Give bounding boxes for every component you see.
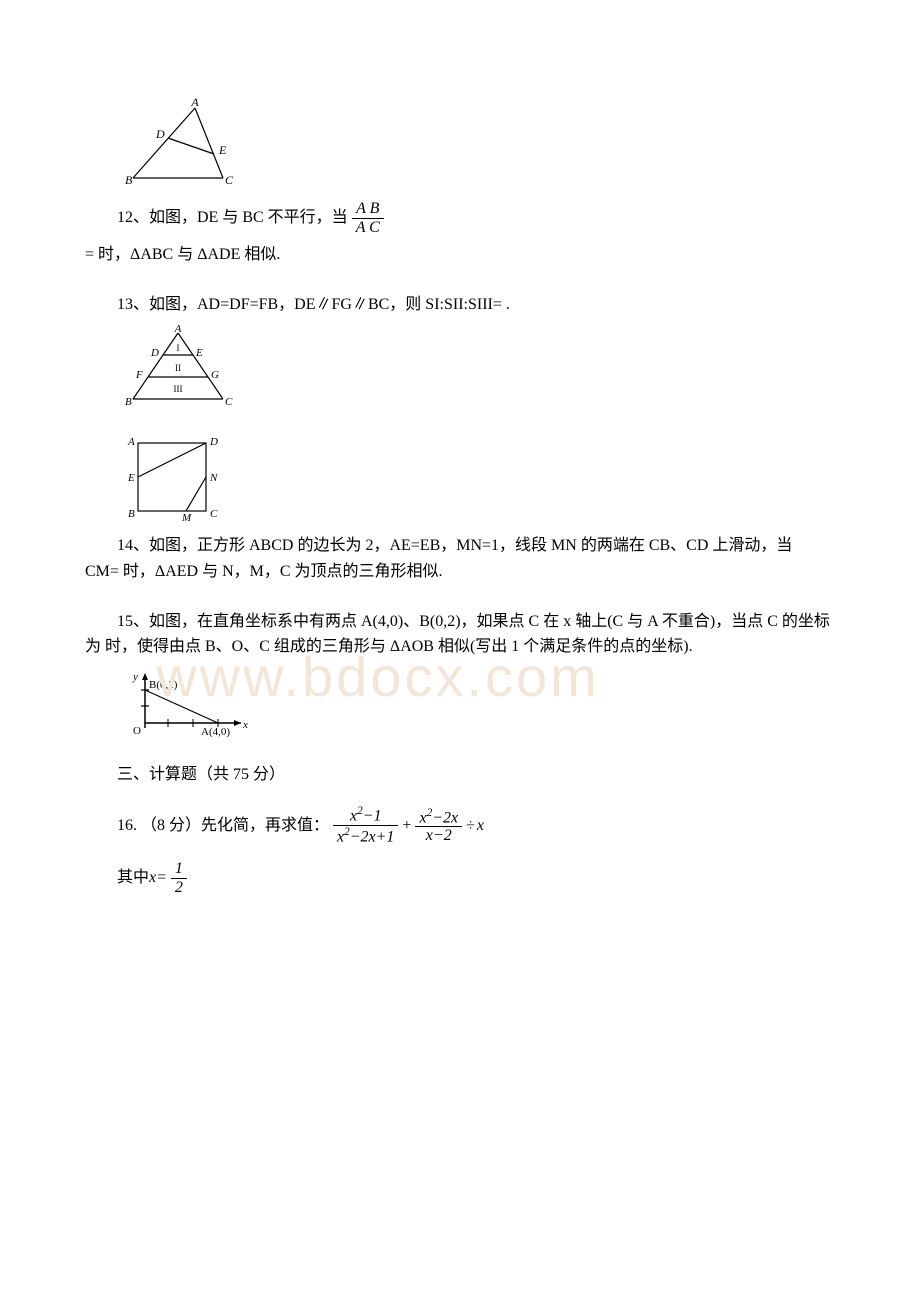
svg-text:D: D: [150, 347, 159, 359]
figure-q13: A B C D E F G I II III: [123, 325, 830, 407]
problem-16: 16. （8 分）先化简，再求值： x2−1 x2−2x+1 + x2−2x x…: [85, 805, 830, 896]
svg-text:N: N: [209, 472, 218, 484]
problem-13: 13、如图，AD=DF=FB，DE∥FG∥BC，则 SI:SII:SIII= .…: [85, 292, 830, 408]
q16-frac2-num: x2−2x: [415, 807, 462, 828]
svg-text:E: E: [127, 472, 135, 484]
q16-x: x: [477, 813, 484, 839]
q15-text: 15、如图，在直角坐标系中有两点 A(4,0)、B(0,2)，如果点 C 在 x…: [85, 609, 830, 660]
svg-text:III: III: [174, 384, 183, 394]
q14-text: 14、如图，正方形 ABCD 的边长为 2，AE=EB，MN=1，线段 MN 的…: [85, 533, 830, 584]
problem-15: 15、如图，在直角坐标系中有两点 A(4,0)、B(0,2)，如果点 C 在 x…: [85, 609, 830, 738]
figure-q12: A B C D E: [123, 98, 830, 188]
svg-text:E: E: [195, 347, 203, 359]
q16-where-den: 2: [171, 879, 187, 897]
svg-text:M: M: [181, 512, 192, 521]
svg-text:A: A: [174, 325, 182, 335]
svg-text:A: A: [190, 98, 199, 109]
problem-14: 14、如图，正方形 ABCD 的边长为 2，AE=EB，MN=1，线段 MN 的…: [85, 533, 830, 584]
svg-text:D: D: [155, 127, 165, 141]
svg-text:II: II: [175, 363, 181, 373]
section-3-title: 三、计算题（共 75 分）: [85, 762, 830, 788]
svg-text:D: D: [209, 436, 218, 448]
q16-plus: +: [402, 813, 411, 839]
q16-div: ÷: [466, 813, 475, 839]
svg-text:A(4,0): A(4,0): [201, 726, 230, 738]
q16-where-frac: 1 2: [171, 860, 187, 896]
document-page: www.bdocx.com A B C D E 12、如图，DE 与 BC 不平…: [0, 0, 920, 1302]
svg-text:B(0,2): B(0,2): [149, 679, 178, 691]
q16-where-pre: 其中: [117, 865, 149, 891]
figure-q14: A D E N B C M: [123, 431, 830, 521]
q16-frac2: x2−2x x−2: [415, 807, 462, 846]
q16-frac2-den: x−2: [415, 827, 462, 845]
svg-text:x: x: [242, 719, 248, 731]
svg-text:I: I: [177, 343, 180, 353]
q16-where-x: x=: [149, 865, 167, 891]
svg-text:B: B: [128, 508, 135, 520]
triangle-abc-de: A B C D E: [123, 98, 243, 188]
q12-frac-numerator: A B: [352, 200, 384, 219]
svg-text:O: O: [133, 725, 141, 737]
q13-text: 13、如图，AD=DF=FB，DE∥FG∥BC，则 SI:SII:SIII= .: [85, 292, 830, 318]
svg-text:y: y: [132, 671, 138, 683]
svg-text:E: E: [218, 143, 227, 157]
q12-text-pre: 12、如图，DE 与 BC 不平行，当: [117, 205, 348, 231]
svg-text:B: B: [125, 396, 132, 407]
svg-text:C: C: [225, 173, 234, 187]
q16-where-num: 1: [171, 860, 187, 879]
svg-text:G: G: [211, 369, 219, 381]
q16-frac1-den: x2−2x+1: [333, 826, 398, 846]
q16-frac1: x2−1 x2−2x+1: [333, 805, 398, 846]
svg-text:F: F: [135, 369, 143, 381]
svg-text:C: C: [225, 396, 233, 407]
svg-text:B: B: [125, 173, 133, 187]
q16-frac1-num: x2−1: [333, 805, 398, 826]
q12-frac-denominator: A C: [352, 219, 384, 237]
q16-pre: 16. （8 分）先化简，再求值：: [117, 813, 329, 839]
q12-line2: = 时，ΔABC 与 ΔADE 相似.: [85, 242, 830, 268]
svg-text:C: C: [210, 508, 218, 520]
problem-12: 12、如图，DE 与 BC 不平行，当 A B A C = 时，ΔABC 与 Δ…: [85, 200, 830, 268]
q12-fraction: A B A C: [352, 200, 384, 236]
figure-q15: O B(0,2) A(4,0) x y: [123, 668, 830, 738]
svg-text:A: A: [127, 436, 135, 448]
